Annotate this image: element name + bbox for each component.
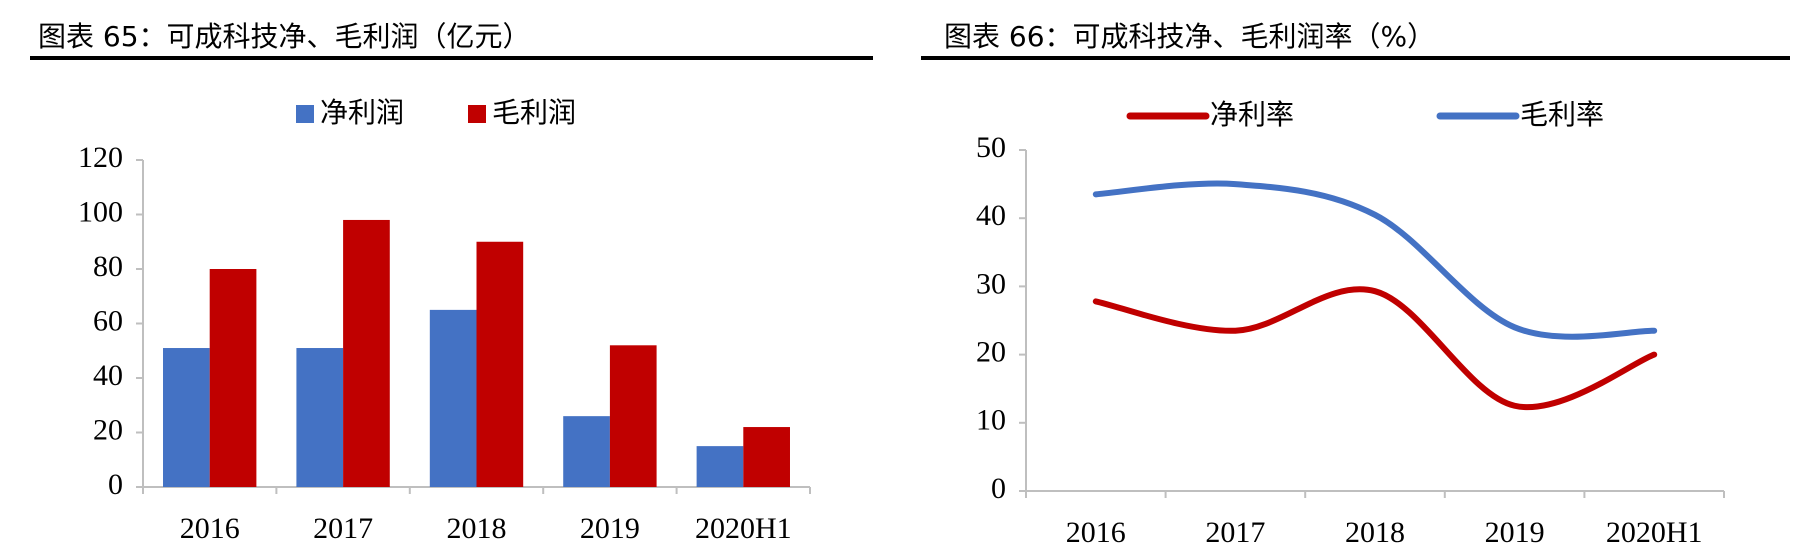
legend-label: 净利润 xyxy=(320,96,404,129)
x-tick-label: 2016 xyxy=(180,512,240,545)
x-tick-label: 2018 xyxy=(447,512,507,545)
bar xyxy=(696,446,744,487)
x-tick-label: 2018 xyxy=(1345,516,1405,549)
bar xyxy=(209,269,257,487)
bar xyxy=(296,348,344,487)
y-tick-label: 80 xyxy=(93,250,123,283)
chart-title: 图表 66：可成科技净、毛利润率（%） xyxy=(944,20,1435,53)
bar xyxy=(563,416,610,487)
line-series xyxy=(1092,180,1658,340)
legend-label: 毛利率 xyxy=(1520,98,1604,131)
x-tick-label: 2019 xyxy=(580,512,640,545)
bar xyxy=(163,348,210,487)
legend-label: 毛利润 xyxy=(492,96,576,129)
bar xyxy=(609,345,657,487)
y-tick-label: 0 xyxy=(108,468,123,501)
y-tick-label: 60 xyxy=(93,304,123,337)
y-tick-label: 20 xyxy=(976,335,1006,368)
x-tick-label: 2020H1 xyxy=(695,512,792,545)
x-tick-label: 2017 xyxy=(1205,516,1265,549)
y-tick-label: 40 xyxy=(93,359,123,392)
bar xyxy=(476,241,524,487)
bar xyxy=(343,219,390,487)
legend-label: 净利率 xyxy=(1210,98,1294,131)
x-tick-label: 2017 xyxy=(313,512,373,545)
x-tick-label: 2016 xyxy=(1066,516,1126,549)
x-tick-label: 2020H1 xyxy=(1606,516,1703,549)
x-tick-label: 2019 xyxy=(1485,516,1545,549)
bar xyxy=(743,427,790,487)
y-tick-label: 30 xyxy=(976,267,1006,300)
legend-swatch xyxy=(468,105,486,123)
y-tick-label: 120 xyxy=(78,141,123,174)
legend-swatch xyxy=(296,105,314,123)
y-tick-label: 100 xyxy=(78,195,123,228)
y-tick-label: 20 xyxy=(93,413,123,446)
y-tick-label: 0 xyxy=(991,472,1006,505)
bar xyxy=(429,309,477,487)
line-series xyxy=(1092,286,1658,411)
chart-title: 图表 65：可成科技净、毛利润（亿元） xyxy=(38,20,531,53)
y-tick-label: 10 xyxy=(976,404,1006,437)
y-tick-label: 50 xyxy=(976,131,1006,164)
y-tick-label: 40 xyxy=(976,199,1006,232)
